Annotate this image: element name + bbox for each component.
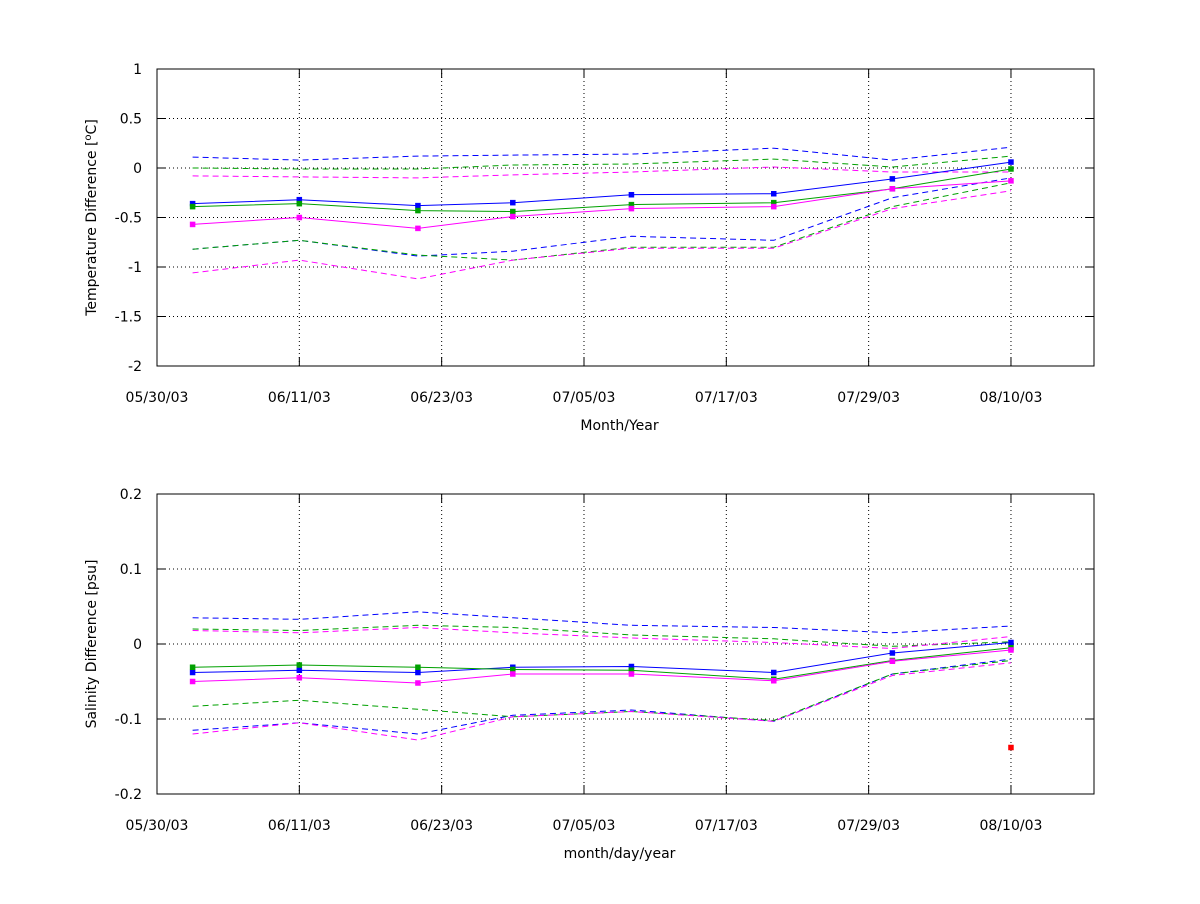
series-marker [415, 225, 421, 232]
series-marker [771, 190, 777, 197]
x-tick-label: 07/05/03 [553, 818, 616, 834]
series-marker [189, 678, 196, 685]
series-marker [296, 214, 303, 221]
temperature-difference-chart: 05/30/03 06/11/03 06/23/03 07/05/03 07/17/03… [83, 62, 1095, 434]
series-marker [415, 669, 421, 676]
y-axis-label-unit: C] [84, 119, 100, 134]
y-tick-label: 0.2 [120, 487, 142, 503]
y-tick-label: -0.2 [115, 787, 142, 803]
series-marker [889, 658, 896, 664]
y-axis-label: Salinity Difference [psu] [84, 560, 100, 729]
series-marker [1008, 647, 1014, 653]
series-marker [510, 671, 516, 677]
y-tick-label: 1 [133, 62, 142, 78]
series-marker [415, 680, 421, 686]
series-marker [1008, 178, 1014, 184]
x-tick-label: 07/05/03 [553, 390, 616, 406]
series-line-solid [192, 642, 1012, 674]
series-marker [510, 208, 516, 215]
x-tick-label: 07/17/03 [695, 390, 758, 406]
series-marker [415, 207, 421, 214]
x-axis-label: Month/Year [580, 418, 658, 434]
series-marker [771, 203, 777, 210]
x-tick-label: 07/29/03 [837, 818, 900, 834]
series-marker [296, 667, 303, 673]
series-line-solid [192, 647, 1012, 680]
y-tick-label: 0.5 [120, 112, 142, 128]
y-tick-label: 0 [133, 637, 142, 653]
x-tick-label: 08/10/03 [980, 390, 1043, 406]
series-marker [628, 205, 635, 212]
outlier-point [1008, 744, 1014, 751]
series-marker [189, 221, 196, 228]
y-tick-label: 0 [133, 161, 142, 177]
y-axis-label-text: Temperature Difference [ [84, 141, 100, 317]
y-tick-label: -0.5 [115, 211, 142, 227]
x-axis-label: month/day/year [564, 846, 676, 862]
x-tick-label: 06/23/03 [410, 390, 473, 406]
series-line-dashed [192, 166, 1011, 179]
series-marker [415, 664, 421, 670]
y-axis-label-superscript: o [83, 134, 94, 140]
series-line-solid [192, 161, 1012, 207]
series-marker [296, 662, 303, 668]
x-tick-label: 08/10/03 [980, 818, 1043, 834]
series-marker [296, 200, 303, 207]
series-marker [1008, 166, 1014, 172]
series-line-dashed [192, 611, 1012, 634]
series-marker [628, 191, 635, 198]
x-tick-label: 06/11/03 [268, 818, 331, 834]
x-tick-label: 05/30/03 [126, 390, 189, 406]
x-tick-label: 07/29/03 [837, 390, 900, 406]
series-line-dashed [192, 626, 1012, 650]
y-axis-label: Temperature Difference [oC] [83, 119, 101, 317]
x-tick-label: 05/30/03 [126, 818, 189, 834]
series-marker [510, 213, 516, 220]
x-tick-label: 06/11/03 [268, 390, 331, 406]
series-marker [889, 650, 896, 656]
series-line-solid [192, 649, 1012, 684]
series-marker [415, 202, 421, 209]
x-tick-label: 06/23/03 [410, 818, 473, 834]
series-marker [628, 671, 635, 677]
y-tick-label: 0.1 [120, 562, 142, 578]
series-line-solid [192, 180, 1012, 229]
series-line-solid [192, 168, 1012, 213]
series-marker [510, 199, 516, 206]
salinity-difference-chart: 05/30/03 06/11/03 06/23/03 07/05/03 07/17/03… [84, 487, 1095, 862]
series-marker [1008, 639, 1014, 646]
series-marker [189, 203, 196, 210]
series-marker [771, 678, 777, 684]
series-marker [1008, 159, 1014, 165]
x-tick-label: 07/17/03 [695, 818, 758, 834]
series-line-dashed [192, 190, 1012, 280]
y-tick-label: -2 [128, 359, 142, 375]
series-line-dashed [192, 624, 1012, 647]
y-tick-label: -1 [128, 260, 142, 276]
y-tick-label: -0.1 [115, 712, 142, 728]
series-marker [189, 669, 196, 676]
series-line-dashed [192, 662, 1012, 741]
y-tick-label: -1.5 [115, 310, 142, 326]
series-line-dashed [192, 146, 1012, 161]
series-line-dashed [192, 177, 1012, 257]
series-line-dashed [192, 182, 1012, 261]
series-marker [889, 176, 896, 182]
series-marker [771, 669, 777, 676]
series-line-dashed [192, 155, 1012, 170]
series-marker [189, 664, 196, 670]
series-marker [296, 675, 303, 681]
series-marker [889, 186, 896, 192]
series-line-dashed [192, 658, 1012, 735]
